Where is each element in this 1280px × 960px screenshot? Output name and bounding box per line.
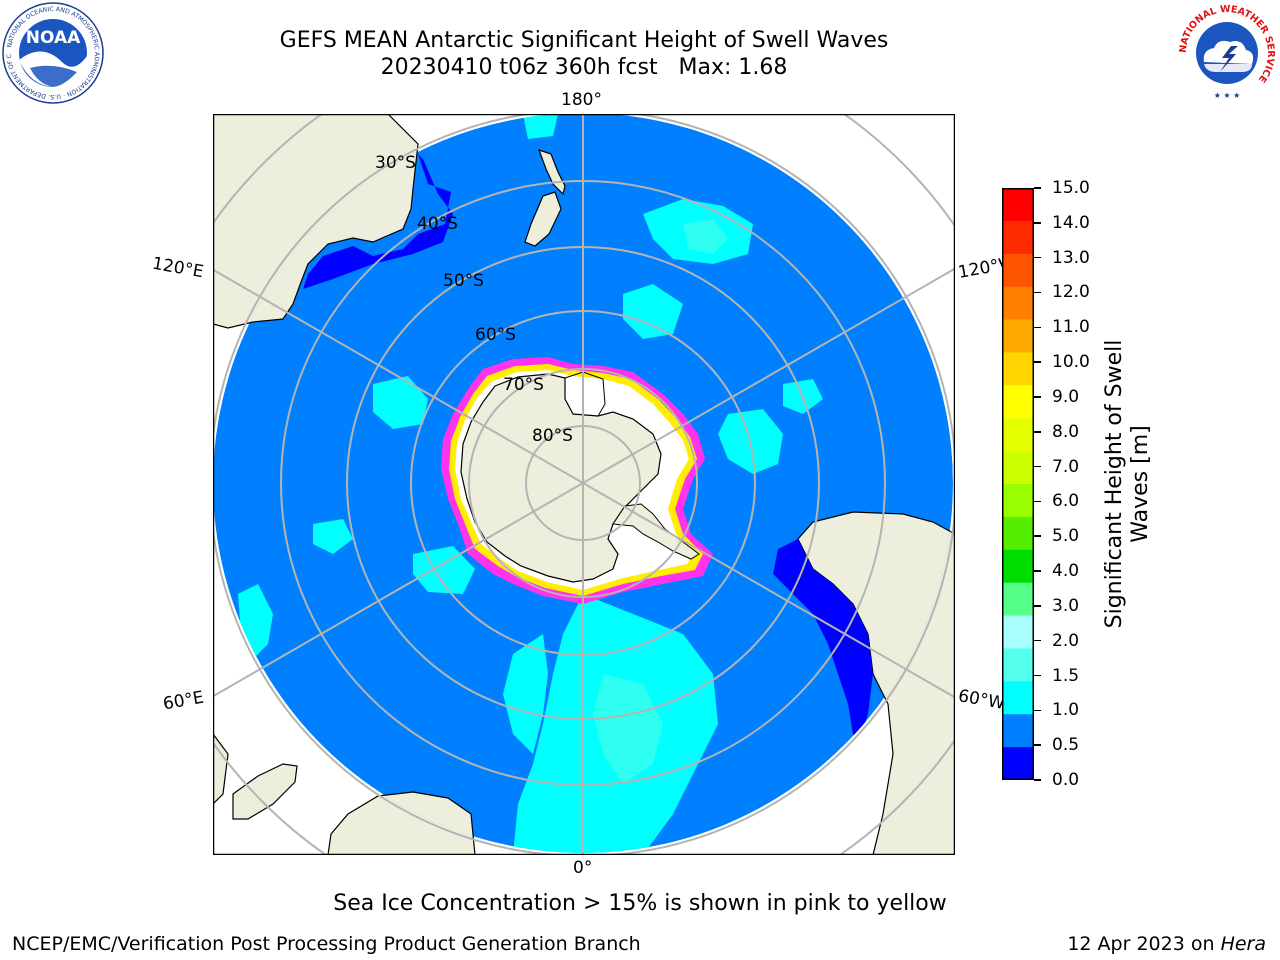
colorbar-bin (1002, 253, 1034, 288)
colorbar-tick-mark (1034, 605, 1041, 607)
lat-label-80s: 80°S (532, 426, 573, 446)
colorbar-tick-mark (1034, 535, 1041, 537)
colorbar-bin (1002, 220, 1034, 255)
colorbar-tick-mark (1034, 639, 1041, 642)
colorbar-tick-mark (1034, 465, 1041, 468)
colorbar-bin (1002, 319, 1034, 353)
colorbar-tick-mark (1034, 779, 1041, 781)
lon-label-60w: 60°W (956, 686, 1007, 714)
colorbar-label-line1: Significant Height of Swell (1102, 339, 1127, 629)
colorbar-bin (1002, 451, 1034, 485)
colorbar-tick-label: 0.0 (1052, 770, 1080, 790)
colorbar-bin (1002, 352, 1034, 386)
colorbar-tick-mark (1034, 187, 1041, 189)
colorbar-tick-label: 11.0 (1052, 317, 1090, 338)
colorbar-bin (1002, 385, 1034, 419)
lat-label-50s: 50°S (443, 271, 484, 291)
plot-title-line2: 20230410 t06z 360h fcst Max: 1.68 (380, 55, 788, 80)
colorbar-tick-label: 8.0 (1052, 421, 1080, 442)
footer-date: 12 Apr 2023 on Hera (1067, 933, 1266, 955)
colorbar-bin (1002, 188, 1034, 222)
colorbar-tick-label: 6.0 (1052, 491, 1080, 512)
colorbar-tick-mark (1034, 570, 1041, 572)
colorbar-tick-label: 1.5 (1052, 665, 1080, 686)
colorbar-tick-label: 4.0 (1052, 561, 1080, 582)
colorbar-tick-mark (1034, 431, 1041, 433)
colorbar (1002, 188, 1034, 781)
lon-label-180: 180° (561, 90, 602, 110)
colorbar-bins (1002, 188, 1034, 781)
colorbar-tick-mark (1034, 361, 1041, 363)
new-zealand (524, 149, 566, 247)
colorbar-bin (1002, 418, 1034, 452)
colorbar-bin (1002, 582, 1034, 617)
swell-0-0.5-regions (303, 154, 873, 744)
lon-label-0: 0° (573, 858, 593, 878)
colorbar-tick-mark (1034, 222, 1041, 224)
colorbar-tick-label: 15.0 (1052, 178, 1090, 198)
colorbar-bin (1002, 615, 1034, 649)
noaa-logo-text: NOAA (26, 28, 81, 48)
lon-label-120e: 120°E (150, 253, 206, 283)
antarctica-land (460, 373, 662, 583)
colorbar-tick-label: 5.0 (1052, 526, 1080, 547)
colorbar-bin (1002, 714, 1034, 748)
colorbar-tick-label: 14.0 (1052, 212, 1090, 233)
colorbar-bin (1002, 484, 1034, 518)
colorbar-tick-label: 7.0 (1052, 456, 1080, 477)
colorbar-tick-label: 1.0 (1052, 700, 1080, 721)
latitude-labels: 30°S 40°S 50°S 60°S 70°S 80°S (375, 153, 573, 446)
colorbar-label-line2: Waves [m] (1128, 425, 1153, 543)
colorbar-tick-mark (1034, 674, 1041, 677)
colorbar-bin (1002, 648, 1034, 682)
colorbar-bin (1002, 516, 1034, 551)
colorbar-tick-mark (1034, 256, 1041, 259)
colorbar-tick-label: 3.0 (1052, 595, 1080, 616)
colorbar-bin (1002, 286, 1034, 321)
sea-ice-caption: Sea Ice Concentration > 15% is shown in … (333, 891, 947, 916)
colorbar-bin (1002, 747, 1034, 781)
colorbar-tick-mark (1034, 744, 1041, 746)
noaa-logo: NATIONAL OCEANIC AND ATMOSPHERIC ADMINIS… (0, 0, 104, 104)
footer-date-text: 12 Apr 2023 on (1067, 933, 1221, 955)
ross-ice-shelf-outline (564, 371, 606, 417)
colorbar-tick-mark (1034, 709, 1041, 712)
colorbar-frame (1002, 188, 1034, 780)
colorbar-tick-label: 9.0 (1052, 386, 1080, 407)
nws-logo: NATIONAL WEATHER SERVICE ★ ★ ★ (1176, 2, 1278, 104)
lon-label-60e: 60°E (161, 687, 206, 715)
colorbar-tick-label: 0.5 (1052, 735, 1080, 756)
colorbar-tick-label: 13.0 (1052, 247, 1090, 268)
plot-title-line1: GEFS MEAN Antarctic Significant Height o… (279, 28, 889, 53)
lat-label-30s: 30°S (375, 153, 416, 173)
colorbar-tick-label: 10.0 (1052, 352, 1090, 373)
lat-label-40s: 40°S (417, 214, 458, 234)
colorbar-tick-mark (1034, 291, 1041, 294)
footer-host: Hera (1220, 933, 1266, 955)
graticule (213, 114, 955, 855)
colorbar-tick-label: 2.0 (1052, 630, 1080, 651)
lat-label-60s: 60°S (475, 325, 516, 345)
colorbar-tick-mark (1034, 500, 1041, 503)
lat-label-70s: 70°S (503, 375, 544, 395)
colorbar-bin (1002, 681, 1034, 715)
svg-text:★ ★ ★: ★ ★ ★ (1214, 91, 1241, 100)
map-frame (212, 113, 956, 856)
colorbar-tick-mark (1034, 326, 1041, 329)
polar-map: 30°S 40°S 50°S 60°S 70°S 80°S (212, 113, 956, 856)
colorbar-bin (1002, 549, 1034, 584)
meridian-60e-120w (213, 267, 955, 698)
colorbar-tick-mark (1034, 396, 1041, 398)
footer-branch: NCEP/EMC/Verification Post Processing Pr… (12, 933, 641, 955)
swell-1.5-2.0-patches (593, 219, 728, 784)
colorbar-tick-label: 12.0 (1052, 282, 1090, 303)
